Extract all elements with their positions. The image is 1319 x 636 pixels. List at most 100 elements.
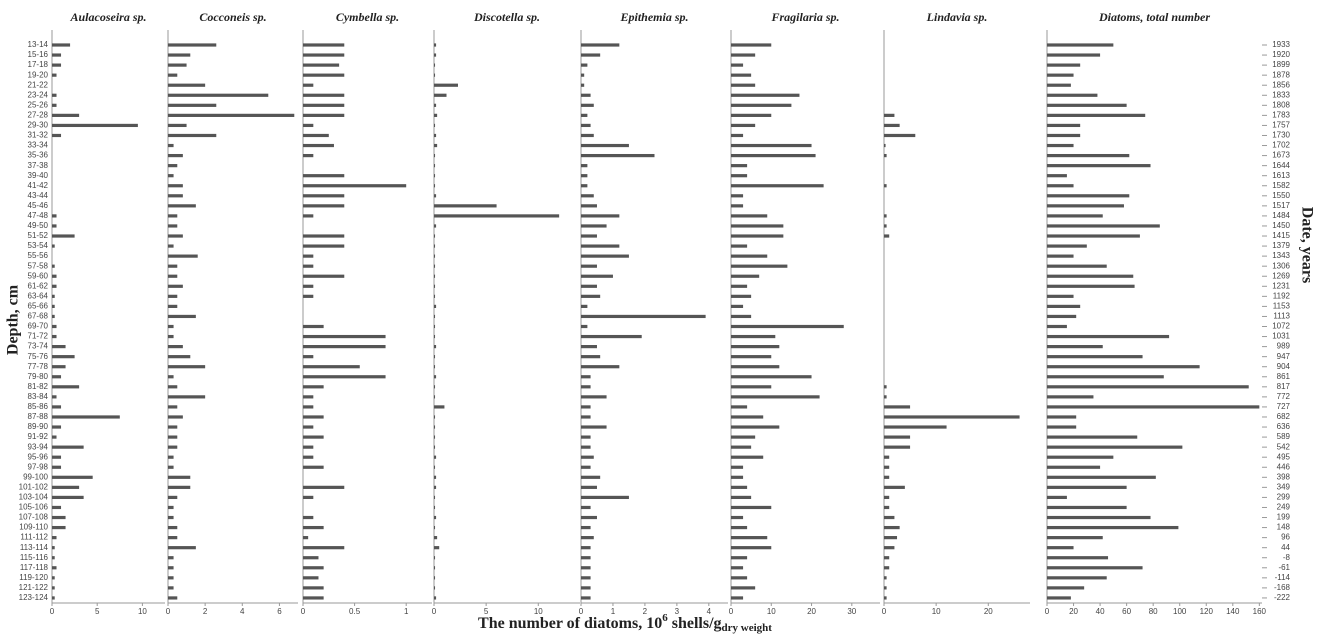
bar xyxy=(1047,546,1074,550)
bar xyxy=(1047,274,1134,278)
bar xyxy=(1047,495,1067,500)
bar xyxy=(731,294,752,298)
y2-tick-label: 96 xyxy=(1281,533,1290,542)
bar xyxy=(581,566,591,570)
y-tick-label: 71-72 xyxy=(28,332,49,341)
bar xyxy=(731,536,768,540)
bar xyxy=(303,485,345,489)
y-tick-label: 101-102 xyxy=(19,482,49,491)
y2-tick-label: 1031 xyxy=(1272,332,1290,341)
y2-tick-label: -168 xyxy=(1274,583,1291,592)
bar xyxy=(168,395,206,399)
bar xyxy=(884,385,887,389)
y-tick-label: 83-84 xyxy=(28,392,49,401)
y-tick-label: 95-96 xyxy=(28,452,49,461)
y-tick-label: 59-60 xyxy=(28,271,49,280)
bar xyxy=(884,435,911,439)
bar xyxy=(731,495,752,500)
bar xyxy=(581,73,585,77)
bar xyxy=(52,505,62,510)
bar xyxy=(168,355,191,359)
x-tick-label: 30 xyxy=(847,607,856,616)
bar xyxy=(434,184,436,188)
y-tick-label: 123-124 xyxy=(19,593,49,602)
y2-tick-label: 1192 xyxy=(1273,291,1291,300)
bar xyxy=(581,103,594,107)
bar xyxy=(168,475,191,479)
bar xyxy=(52,415,120,419)
bar xyxy=(1047,93,1098,97)
bar xyxy=(884,405,911,409)
bar xyxy=(1047,405,1260,409)
bar xyxy=(884,224,887,228)
bar xyxy=(303,536,309,540)
x-tick-label: 10 xyxy=(534,607,543,616)
bar xyxy=(1047,465,1101,469)
bar xyxy=(168,274,178,278)
y2-axis-label: Date, years xyxy=(1298,207,1315,283)
bar xyxy=(884,465,890,469)
bar xyxy=(52,385,80,389)
bar xyxy=(884,485,905,489)
bar xyxy=(303,43,345,47)
bar xyxy=(581,525,591,530)
bar xyxy=(581,244,620,248)
y2-tick-label: 817 xyxy=(1277,382,1291,391)
bar xyxy=(581,485,597,489)
bar xyxy=(581,274,613,278)
bar xyxy=(1047,525,1179,530)
bar xyxy=(434,224,437,228)
x-axis-label-sup: 6 xyxy=(662,612,668,624)
y-tick-label: 119-120 xyxy=(19,573,48,582)
bar xyxy=(52,103,57,107)
bar xyxy=(1047,576,1107,580)
bar xyxy=(52,365,66,369)
bar xyxy=(884,113,895,117)
bar xyxy=(581,375,591,379)
bar xyxy=(168,546,196,550)
bar xyxy=(168,495,178,500)
y2-tick-label: 1702 xyxy=(1272,141,1290,150)
bar xyxy=(731,395,820,399)
bar xyxy=(731,455,764,459)
bar xyxy=(731,304,744,308)
bar xyxy=(52,435,57,439)
bar xyxy=(303,244,345,248)
bar xyxy=(168,73,178,77)
bar xyxy=(168,264,178,268)
y-tick-label: 47-48 xyxy=(28,211,49,220)
bar xyxy=(1047,153,1130,158)
bar xyxy=(581,153,655,158)
y-tick-label: 77-78 xyxy=(28,362,49,371)
bar xyxy=(731,586,756,590)
bar xyxy=(731,224,784,228)
y2-tick-label: 398 xyxy=(1277,472,1291,481)
bar xyxy=(731,164,748,168)
bar xyxy=(434,375,437,379)
y2-tick-label: 682 xyxy=(1277,412,1291,421)
bar xyxy=(731,435,756,439)
bar xyxy=(1047,244,1087,248)
bar xyxy=(1047,485,1127,489)
bar xyxy=(731,425,780,429)
bar xyxy=(303,385,324,389)
bar xyxy=(581,596,591,600)
bar xyxy=(731,345,780,349)
panel-title: Lindavia sp. xyxy=(926,10,988,24)
bar xyxy=(434,355,436,359)
bar xyxy=(581,465,591,469)
bar xyxy=(731,264,788,268)
bar xyxy=(434,586,436,590)
bar xyxy=(52,495,84,500)
y2-tick-label: 148 xyxy=(1277,523,1291,532)
bar xyxy=(731,465,744,469)
bar xyxy=(1047,304,1081,308)
bar xyxy=(1047,475,1156,479)
y2-tick-label: 495 xyxy=(1277,452,1291,461)
bar xyxy=(1047,254,1074,258)
bar xyxy=(52,73,57,77)
bar xyxy=(168,485,191,489)
bar xyxy=(884,546,895,550)
bar xyxy=(581,214,620,218)
y-tick-label: 53-54 xyxy=(28,241,49,250)
